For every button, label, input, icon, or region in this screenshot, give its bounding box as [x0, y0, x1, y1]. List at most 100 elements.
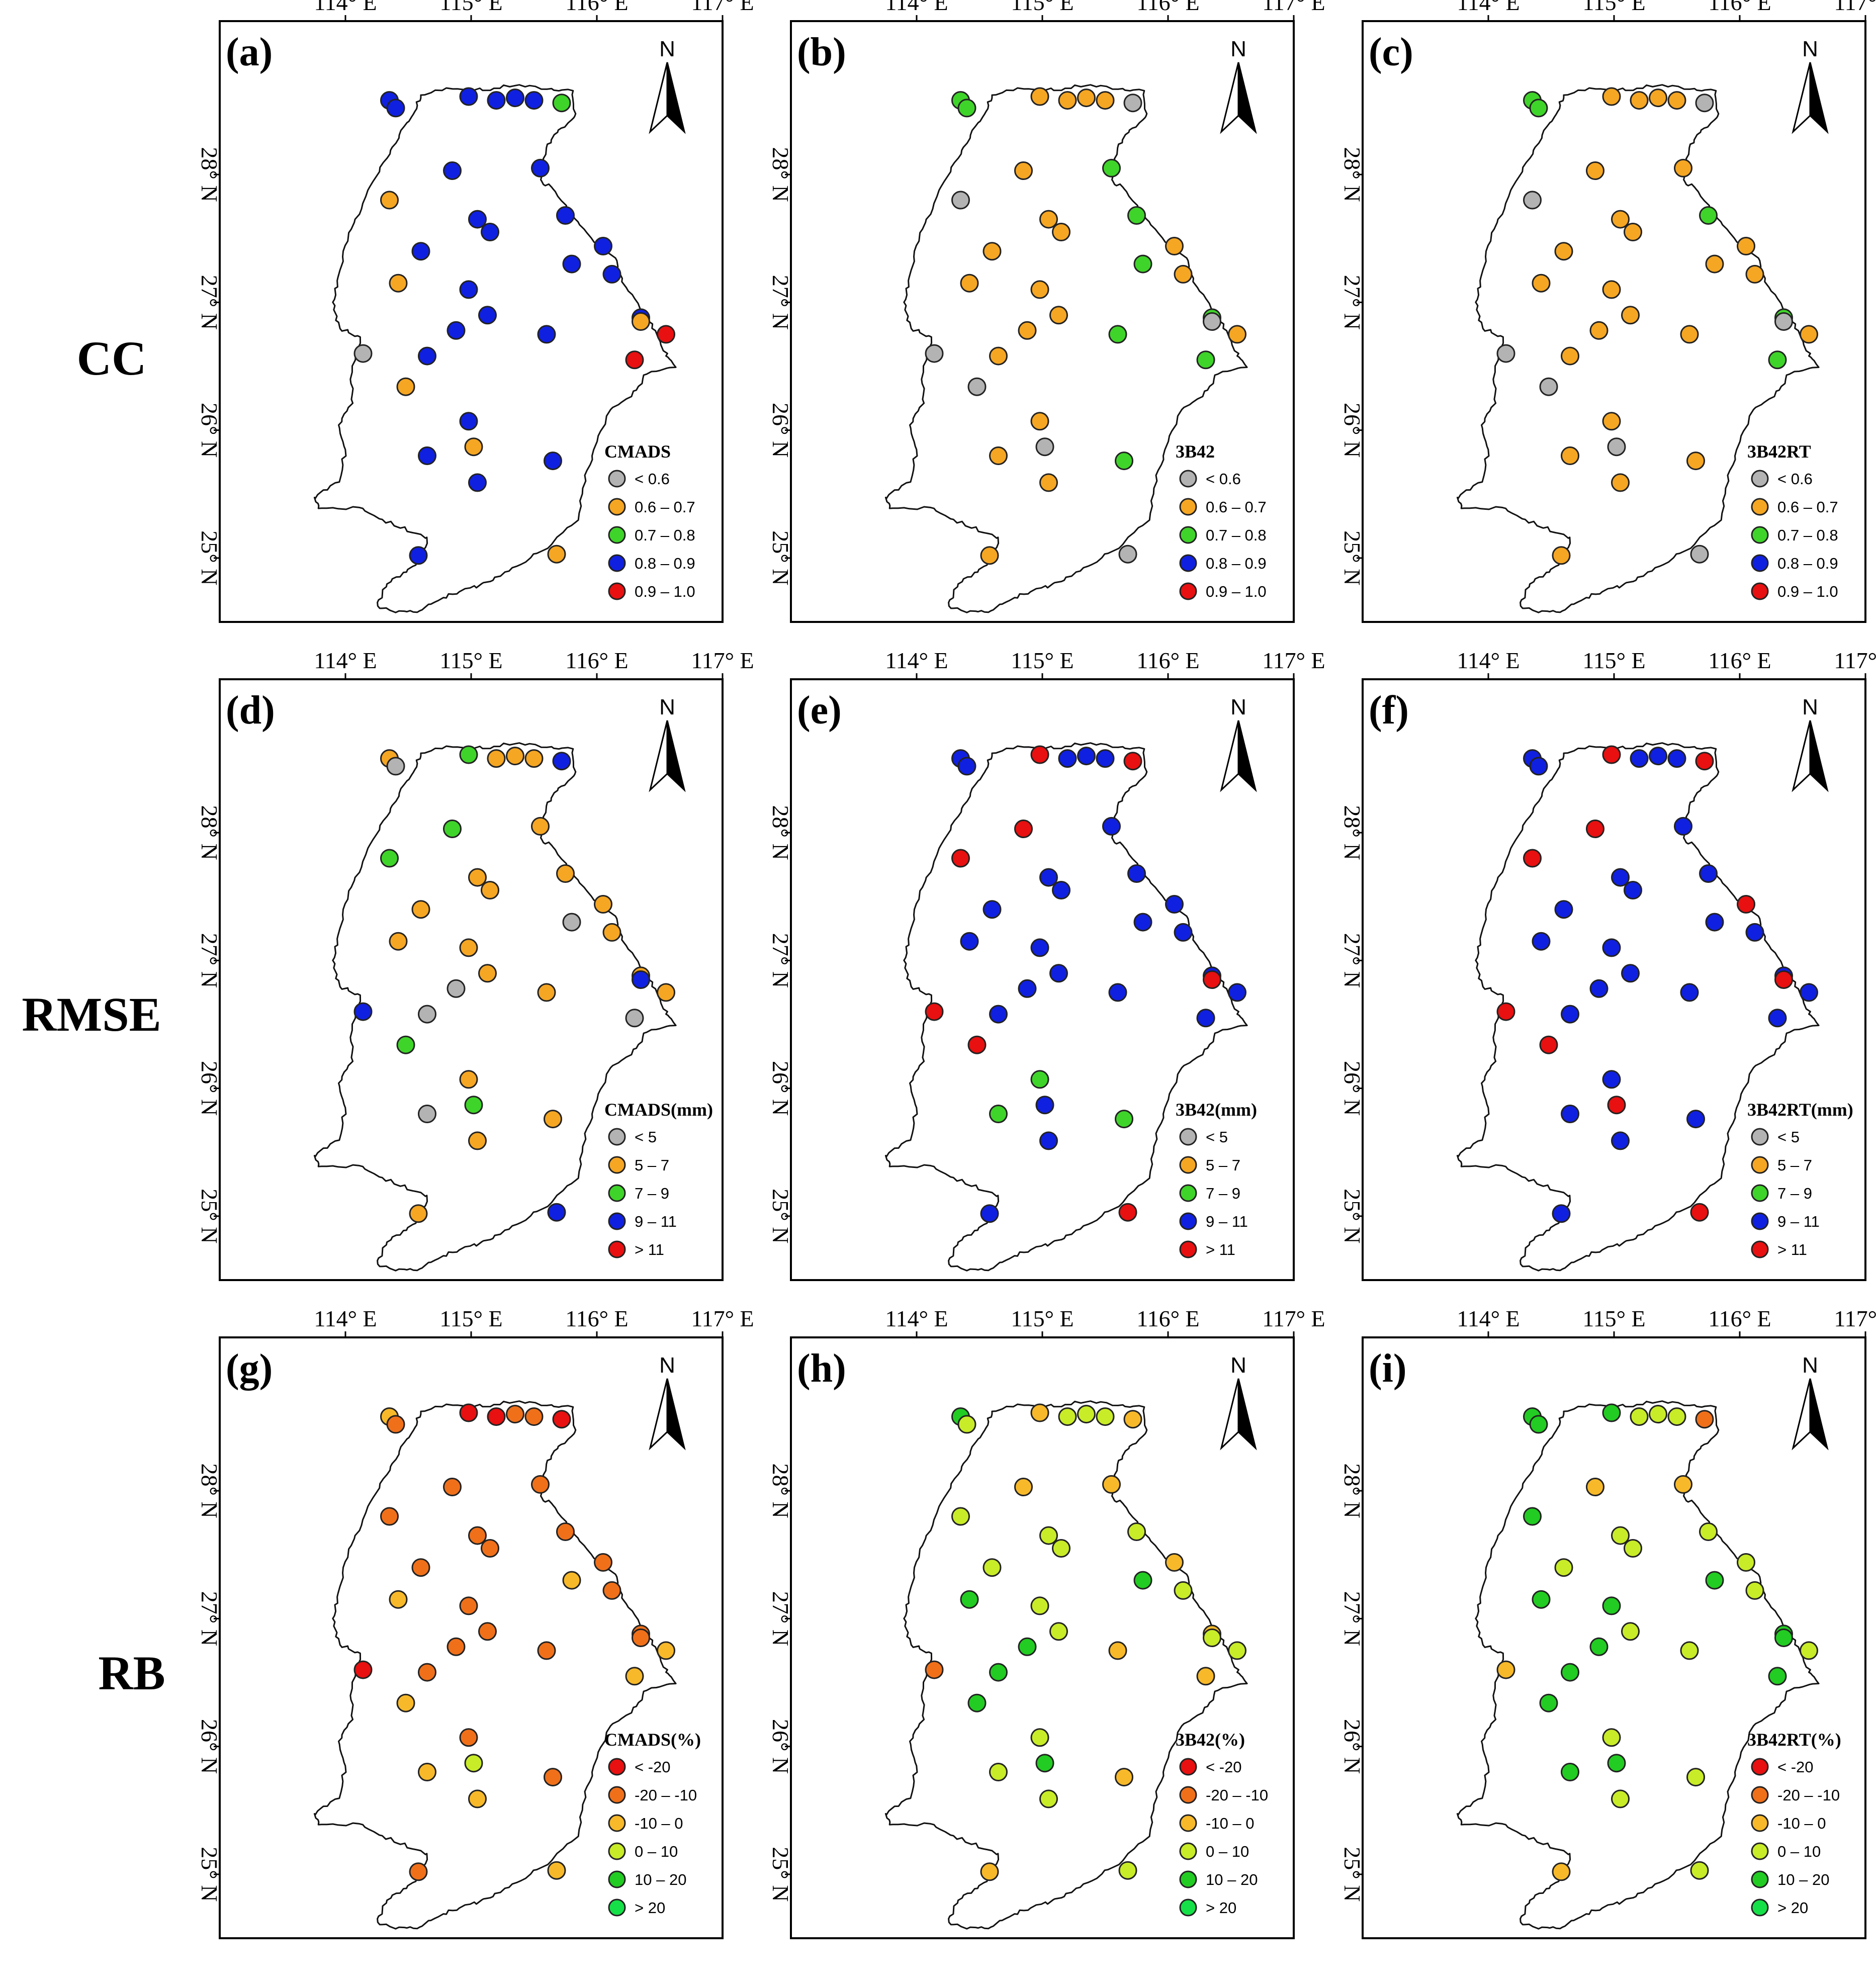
lon-tick-label: 115° E — [1582, 648, 1645, 673]
legend-swatch — [1179, 1786, 1197, 1804]
legend-swatch — [1751, 1899, 1769, 1917]
station-marker — [602, 923, 621, 942]
legend-item-label: 0 – 10 — [1206, 1843, 1249, 1860]
lon-tick-label: 117° E — [691, 648, 754, 673]
station-marker — [1039, 1789, 1058, 1809]
north-arrow-icon — [1220, 720, 1257, 792]
basin-boundary — [313, 1400, 677, 1930]
station-marker — [468, 1789, 487, 1809]
station-marker — [552, 1410, 571, 1429]
station-marker — [1030, 1070, 1049, 1089]
station-marker — [464, 1096, 483, 1115]
station-marker — [1674, 158, 1692, 177]
station-marker — [1118, 1861, 1137, 1880]
basin-boundary — [1456, 1400, 1820, 1930]
station-marker — [1695, 1410, 1714, 1429]
legend-swatch — [608, 1899, 626, 1917]
station-marker — [459, 1596, 478, 1615]
lat-tick-label: 27° N — [768, 933, 793, 988]
legend-swatch — [1751, 470, 1769, 488]
station-marker — [1561, 1763, 1579, 1781]
station-marker — [418, 446, 436, 465]
north-label: N — [659, 37, 675, 61]
station-marker — [1018, 979, 1037, 998]
lon-tick-label: 114° E — [885, 0, 948, 15]
station-marker — [1607, 437, 1626, 457]
legend-swatch — [1751, 1814, 1769, 1832]
station-marker — [1523, 849, 1542, 868]
station-marker — [960, 1590, 979, 1609]
station-marker — [1621, 964, 1640, 983]
station-marker — [459, 1403, 478, 1422]
station-marker — [1602, 938, 1621, 957]
station-marker — [481, 881, 499, 899]
station-marker — [1768, 1667, 1787, 1686]
station-marker — [1800, 325, 1818, 344]
station-marker — [1611, 1526, 1630, 1545]
legend-swatch — [608, 1128, 626, 1146]
legend-item-label: 0.7 – 0.8 — [1777, 526, 1838, 544]
station-marker — [967, 1693, 987, 1712]
station-marker — [1552, 1862, 1571, 1881]
legend-swatch — [1751, 498, 1769, 516]
lon-tick-label: 116° E — [565, 1306, 628, 1331]
north-arrow-icon — [649, 720, 686, 792]
station-marker — [459, 745, 478, 764]
station-marker — [960, 274, 979, 293]
station-marker — [1165, 1553, 1184, 1572]
station-marker — [547, 545, 566, 564]
legend-swatch — [608, 1842, 626, 1860]
station-marker — [1118, 545, 1137, 564]
basin-boundary — [1456, 742, 1820, 1272]
station-marker — [1123, 94, 1142, 113]
station-marker — [1705, 1571, 1724, 1590]
station-marker — [464, 1754, 483, 1773]
station-marker — [1052, 1539, 1070, 1558]
legend-title: 3B42 — [1176, 441, 1215, 462]
station-marker — [418, 1105, 436, 1123]
station-marker — [957, 99, 976, 118]
legend-item-label: 0.6 – 0.7 — [1206, 498, 1267, 516]
lon-tick-label: 117° E — [1262, 648, 1325, 673]
station-marker — [353, 1660, 373, 1679]
lon-tick-label: 114° E — [1457, 0, 1520, 15]
legend-swatch — [608, 1758, 626, 1776]
station-marker — [487, 749, 506, 768]
station-marker — [506, 88, 524, 108]
station-marker — [1695, 94, 1714, 113]
station-marker — [1602, 280, 1621, 299]
station-marker — [478, 306, 497, 325]
station-marker — [1529, 1415, 1548, 1434]
legend-swatch — [1751, 1156, 1769, 1174]
station-marker — [531, 1475, 550, 1494]
lat-tick-label: 28° N — [768, 147, 793, 202]
legend-swatch — [1179, 1240, 1197, 1258]
legend-item-label: -20 – -10 — [1206, 1786, 1268, 1804]
station-marker — [468, 473, 487, 492]
legend-item-label: 0.8 – 0.9 — [1777, 555, 1838, 572]
station-marker — [1115, 1110, 1133, 1129]
station-marker — [1674, 1475, 1692, 1494]
station-marker — [625, 350, 644, 370]
lat-tick-label: 28° N — [768, 805, 793, 860]
station-marker — [1030, 938, 1049, 957]
station-marker — [468, 210, 487, 229]
map-panel-d: 114° E 115° E 116° E 117° E 28° N 27° N 26° N 2… — [197, 648, 754, 1281]
station-marker — [478, 964, 497, 983]
lat-tick-label: 26° N — [768, 403, 793, 458]
legend-item-label: 10 – 20 — [1206, 1871, 1258, 1888]
map-panel-a: 114° E 115° E 116° E 117° E 28° N 27° N 26° N 2… — [197, 0, 754, 623]
station-marker — [411, 242, 430, 261]
legend-item-label: 0 – 10 — [635, 1843, 678, 1860]
panel-label: (f) — [1369, 688, 1409, 733]
station-marker — [1745, 923, 1764, 942]
legend-item-label: 7 – 9 — [1206, 1185, 1240, 1202]
station-marker — [396, 1035, 415, 1054]
station-marker — [1058, 1407, 1077, 1426]
lat-tick-label: 26° N — [768, 1061, 793, 1116]
legend-item-label: > 20 — [635, 1899, 665, 1917]
legend-swatch — [1179, 554, 1197, 572]
lon-tick-label: 114° E — [314, 0, 377, 15]
station-marker — [989, 1763, 1008, 1781]
